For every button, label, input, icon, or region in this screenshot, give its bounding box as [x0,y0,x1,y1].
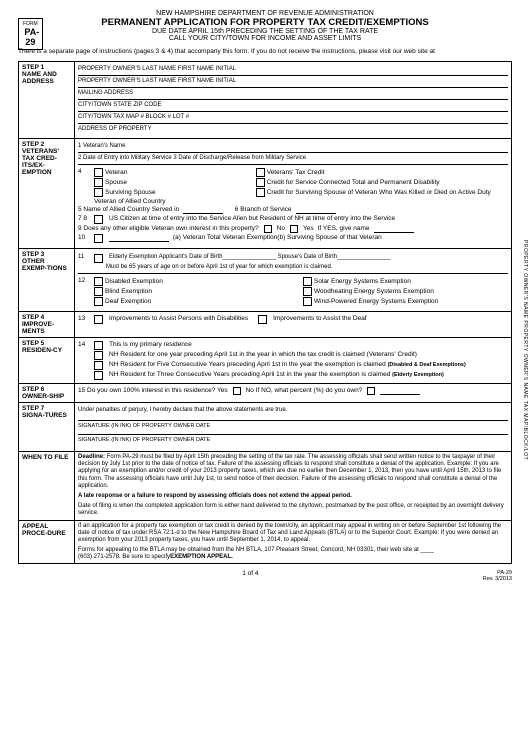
declaration: Under penalties of perjury, I hereby dec… [78,405,508,421]
filing-date: Date of filing is when the completed app… [78,503,508,517]
chk-elderly[interactable] [94,254,103,263]
chk-disability-credit[interactable] [256,178,265,187]
service-dates[interactable]: 2 Date of Entry into Military Service 3 … [78,153,508,165]
step3-title: STEP 3 [22,251,71,258]
chk-improve-disabled[interactable] [94,315,103,324]
branch-input[interactable] [296,206,336,214]
chk-vet-credit[interactable] [256,168,265,177]
tax-map[interactable]: CITY/TOWN TAX MAP # BLOCK # LOT # [78,112,508,124]
chk-spouse[interactable] [94,178,103,187]
step4-title: STEP 4 [22,314,71,321]
n4: 4 [78,168,90,175]
step1-title: STEP 1 [22,64,71,71]
branch-label: 6 Branch of Service [235,206,292,213]
call-line: CALL YOUR CITY/TOWN FOR INCOME AND ASSET… [18,35,512,42]
form-number: PA-29 [24,27,36,47]
mailing-address[interactable]: MAILING ADDRESS [78,88,508,100]
appeal-p1: If an application for a property tax exe… [78,523,508,545]
chk-wind[interactable] [303,297,312,306]
chk-own-no[interactable] [367,387,375,395]
page-number: 1 of 4 [242,570,258,577]
step3-subtitle: OTHER EXEMP-TIONS [22,258,71,272]
step5-subtitle: RESIDEN-CY [22,347,71,354]
chk-surviving-credit[interactable] [256,188,265,197]
allied-country: 5 Name of Allied Country Served in [78,206,179,213]
signature-1[interactable]: SIGNATURE (IN INK) OF PROPERTY OWNER DAT… [78,421,508,435]
step2-subtitle: VETERANS' TAX CRED-ITS/EX-EMPTION [22,148,71,176]
chk-10[interactable] [94,234,103,243]
allied-label: Veteran of Allied Country [94,198,166,205]
owner-name-1[interactable]: PROPERTY OWNER'S LAST NAME FIRST NAME IN… [78,64,508,76]
chk-improve-deaf[interactable] [258,315,267,324]
step1-subtitle: NAME AND ADDRESS [22,71,71,85]
chk-q9-no[interactable] [264,225,272,233]
step2-title: STEP 2 [22,141,71,148]
q9: 9 Does any other eligible Veteran own in… [78,225,259,232]
when-title: WHEN TO FILE [19,452,75,521]
chk-res-5yr[interactable] [94,361,103,370]
chk-citizen[interactable] [94,215,103,224]
chk-veteran[interactable] [94,168,103,177]
chk-disabled-ex[interactable] [94,277,103,286]
form-title: PERMANENT APPLICATION FOR PROPERTY TAX C… [18,17,512,28]
step4-subtitle: IMPROVE-MENTS [22,321,71,335]
chk-surviving-spouse[interactable] [94,188,103,197]
chk-woodheat[interactable] [303,287,312,296]
chk-q9-yes[interactable] [290,225,298,233]
step6-title: STEP 6 [22,386,71,393]
owner-name-2[interactable]: PROPERTY OWNER'S LAST NAME FIRST NAME IN… [78,76,508,88]
step7-subtitle: SIGNA-TURES [22,412,71,419]
property-address[interactable]: ADDRESS OF PROPERTY [78,124,508,136]
step6-subtitle: OWNER-SHIP [22,393,71,400]
chk-res-1yr[interactable] [94,351,103,360]
form-table: STEP 1 NAME AND ADDRESS PROPERTY OWNER'S… [18,61,512,564]
chk-deaf[interactable] [94,297,103,306]
chk-blind[interactable] [94,287,103,296]
q9-name-input[interactable] [374,225,414,233]
chk-res-3yr[interactable] [94,371,103,380]
city-state-zip[interactable]: CITY/TOWN STATE ZIP CODE [78,100,508,112]
allied-country-input[interactable] [183,206,223,214]
step5-title: STEP 5 [22,340,71,347]
department: NEW HAMPSHIRE DEPARTMENT OF REVENUE ADMI… [18,10,512,17]
side-text: PROPERTY OWNER'S NAME PROPERTY OWNER'S N… [522,240,528,460]
step7-title: STEP 7 [22,405,71,412]
veteran-name[interactable]: 1 Veteran's Name [78,141,508,153]
appeal-title: APPEAL PROCE-DURE [19,520,75,564]
signature-2[interactable]: SIGNATURE (IN INK) OF PROPERTY OWNER DAT… [78,435,508,449]
chk-own-yes[interactable] [233,387,241,395]
due-date: DUE DATE APRIL 15th PRECEDING THE SETTIN… [18,28,512,35]
late-response: A late response or a failure to respond … [78,493,508,500]
form-number-box: FORM PA-29 [18,18,43,50]
chk-solar[interactable] [303,277,312,286]
revision: PA-29 Rev. 3/2013 [483,570,512,582]
intro-text: There is a separate page of instructions… [18,48,512,55]
own-percent-input[interactable] [380,387,420,395]
chk-primary-res[interactable] [94,341,103,350]
